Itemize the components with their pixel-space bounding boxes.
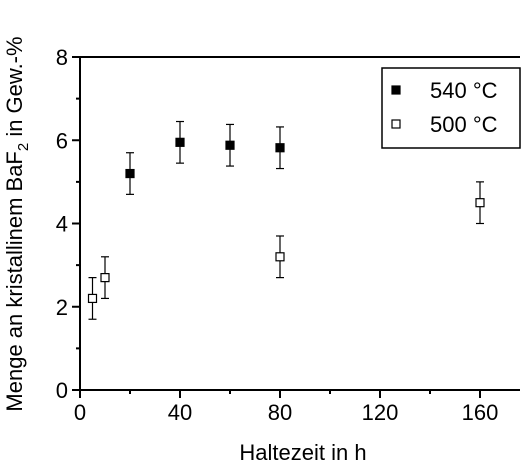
open-square-marker	[275, 252, 285, 262]
y-axis-label-subscript: 2	[15, 143, 32, 151]
x-tick-label: 0	[74, 400, 86, 425]
x-axis-label: Haltezeit in h	[239, 440, 366, 465]
filled-square-marker	[275, 143, 285, 153]
point-500	[475, 181, 485, 225]
x-tick-label: 40	[168, 400, 192, 425]
point-540	[125, 152, 135, 195]
y-tick-label: 6	[56, 128, 68, 153]
open-square-marker	[87, 293, 98, 304]
x-tick-label: 160	[462, 400, 499, 425]
y-tick-label: 8	[56, 45, 68, 70]
y-axis-label-main: Menge an kristallinem BaF	[2, 151, 27, 411]
filled-square-marker	[225, 140, 235, 150]
legend-marker	[391, 85, 401, 95]
filled-square-marker	[175, 137, 185, 147]
open-square-marker	[475, 198, 485, 208]
legend-marker	[391, 119, 401, 129]
y-tick-label: 2	[56, 295, 68, 320]
point-540	[225, 123, 235, 167]
data-points	[87, 120, 485, 320]
y-axis-label-tail: in Gew.-%	[2, 36, 27, 142]
y-tick-label: 4	[56, 212, 68, 237]
point-540	[275, 126, 285, 170]
filled-square-marker	[125, 168, 135, 179]
legend-label: 500 °C	[430, 112, 498, 137]
y-tick-label: 0	[56, 378, 68, 403]
y-axis-label: Menge an kristallinem BaF2 in Gew.-%	[2, 36, 32, 411]
point-500	[275, 235, 285, 279]
x-tick-label: 120	[362, 400, 399, 425]
legend-box	[381, 67, 521, 149]
axis-ticks	[72, 56, 481, 398]
legend: 540 °C 500 °C	[381, 67, 521, 149]
point-540	[175, 120, 185, 164]
open-square-marker	[100, 273, 110, 283]
point-500	[87, 277, 98, 320]
legend-label: 540 °C	[430, 78, 498, 103]
point-500	[100, 256, 110, 300]
x-tick-label: 80	[268, 400, 292, 425]
